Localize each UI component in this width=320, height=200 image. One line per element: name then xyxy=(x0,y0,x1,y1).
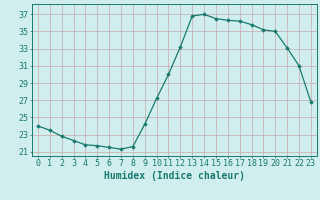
X-axis label: Humidex (Indice chaleur): Humidex (Indice chaleur) xyxy=(104,171,245,181)
